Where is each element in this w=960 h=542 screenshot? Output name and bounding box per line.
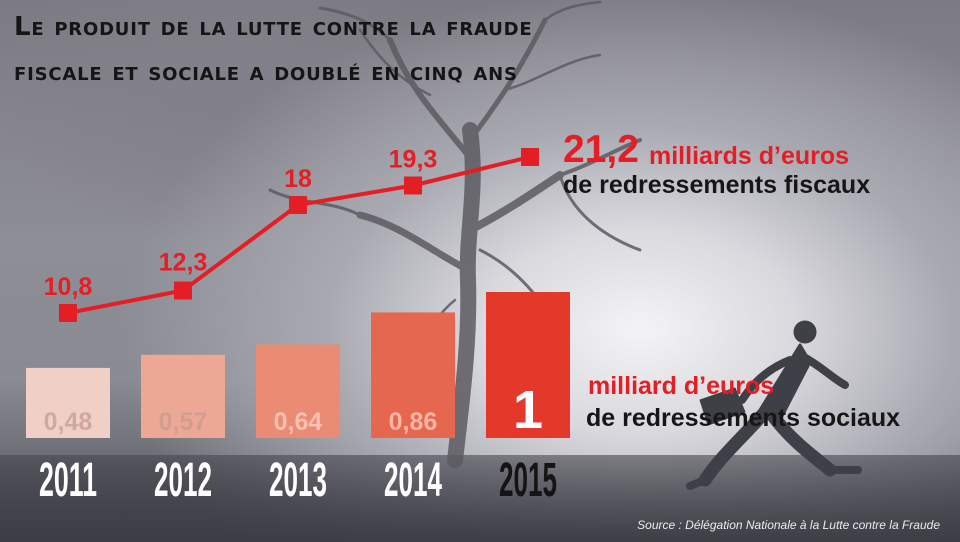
fiscal-total-value: 21,2 [563,128,639,171]
chart-title-line-2: fiscale et sociale a doublé en cinq ans [14,57,518,87]
social-bar-value-label-2011: 0,48 [44,408,93,436]
source-note: Source : Délégation Nationale à la Lutte… [637,518,940,532]
social-bar-2015 [486,292,570,438]
fiscal-point-2014 [404,176,422,195]
fiscal-total-unit: milliards d’euros [649,142,850,170]
social-bar-2013 [256,344,340,438]
social-bar-value-label-2015: 1 [513,380,543,440]
social-total-unit: milliard d’euros [588,372,775,400]
year-tick-label-2013: 2013 [269,454,327,507]
tree-illustration [268,0,642,468]
social-bar-2012 [141,354,225,438]
social-bar-value-label-2014: 0,86 [389,408,438,436]
social-bar-value-label-2013: 0,64 [274,408,323,436]
fiscal-point-2011 [59,304,77,322]
social-bar-2014 [371,312,455,438]
fiscal-value-label-2014: 19,3 [389,146,438,174]
social-total-description: de redressements sociaux [586,404,901,432]
year-tick-label-2014: 2014 [384,454,442,507]
fiscal-point-2015 [521,148,539,166]
social-bar-2011 [26,367,110,438]
chart-title-line-1: Le produit de la lutte contre la fraude [14,12,533,42]
running-man-silhouette [686,320,862,490]
fiscal-value-label-2013: 18 [284,165,312,193]
fiscal-value-label-2011: 10,8 [44,273,93,301]
fiscal-value-label-2012: 12,3 [159,249,208,277]
ground-shadow [0,455,960,542]
year-tick-label-2012: 2012 [154,454,212,507]
social-bar-value-label-2012: 0,57 [159,408,208,436]
fiscal-point-2012 [174,281,192,300]
year-tick-label-2011: 2011 [39,454,97,507]
year-tick-label-2015: 2015 [499,454,557,507]
fiscal-point-2013 [289,196,307,214]
fiscal-total-description: de redressements fiscaux [563,171,871,199]
